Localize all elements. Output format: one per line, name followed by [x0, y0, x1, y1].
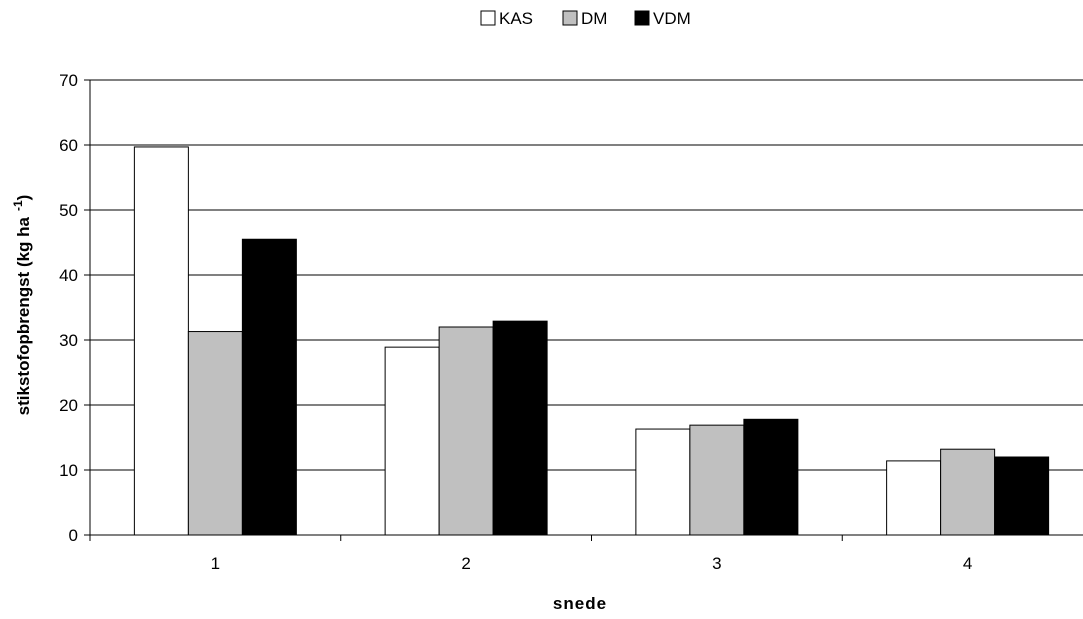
- y-axis-title: stikstofopbrengst (kg ha -1): [11, 195, 33, 416]
- bar-kas-3: [635, 428, 691, 536]
- bar-kas-2: [384, 346, 440, 536]
- legend-label-kas: KAS: [499, 9, 533, 28]
- y-tick-label: 40: [59, 266, 78, 285]
- x-tick-label: 1: [211, 554, 220, 573]
- axes: 0 10 20 30 40 50 60 70 1 2 3 4: [59, 71, 1083, 573]
- legend-label-dm: DM: [581, 9, 607, 28]
- y-tick-label: 0: [69, 526, 78, 545]
- axis-titles: snede stikstofopbrengst (kg ha -1): [11, 195, 607, 613]
- bar-vdm-1: [241, 238, 297, 536]
- x-axis-title: snede: [553, 594, 607, 613]
- y-axis-title-close: ): [14, 195, 33, 201]
- bar-vdm-2: [492, 320, 548, 536]
- legend-label-vdm: VDM: [653, 9, 691, 28]
- legend-swatch-kas: [480, 10, 496, 26]
- y-axis-title-main: stikstofopbrengst (kg ha: [14, 216, 33, 415]
- x-tick-label: 3: [712, 554, 721, 573]
- legend: KAS DM VDM: [480, 9, 691, 28]
- legend-swatch-vdm: [634, 10, 650, 26]
- y-tick-label: 60: [59, 136, 78, 155]
- bar-vdm-3: [743, 418, 799, 536]
- y-tick-label: 10: [59, 461, 78, 480]
- bar-vdm-4: [994, 456, 1050, 536]
- y-tick-label: 50: [59, 201, 78, 220]
- y-axis-title-superscript: -1: [11, 200, 25, 211]
- y-tick-label: 70: [59, 71, 78, 90]
- y-tick-label: 30: [59, 331, 78, 350]
- bar-kas-4: [886, 460, 942, 536]
- bar-dm-2: [438, 326, 494, 536]
- bar-dm-1: [187, 331, 243, 536]
- bar-dm-3: [689, 424, 745, 536]
- y-tick-label: 20: [59, 396, 78, 415]
- legend-swatch-dm: [562, 10, 578, 26]
- x-tick-label: 4: [963, 554, 972, 573]
- bars: [133, 146, 1050, 536]
- x-tick-label: 2: [461, 554, 470, 573]
- bar-kas-1: [133, 146, 189, 536]
- bar-dm-4: [940, 448, 996, 536]
